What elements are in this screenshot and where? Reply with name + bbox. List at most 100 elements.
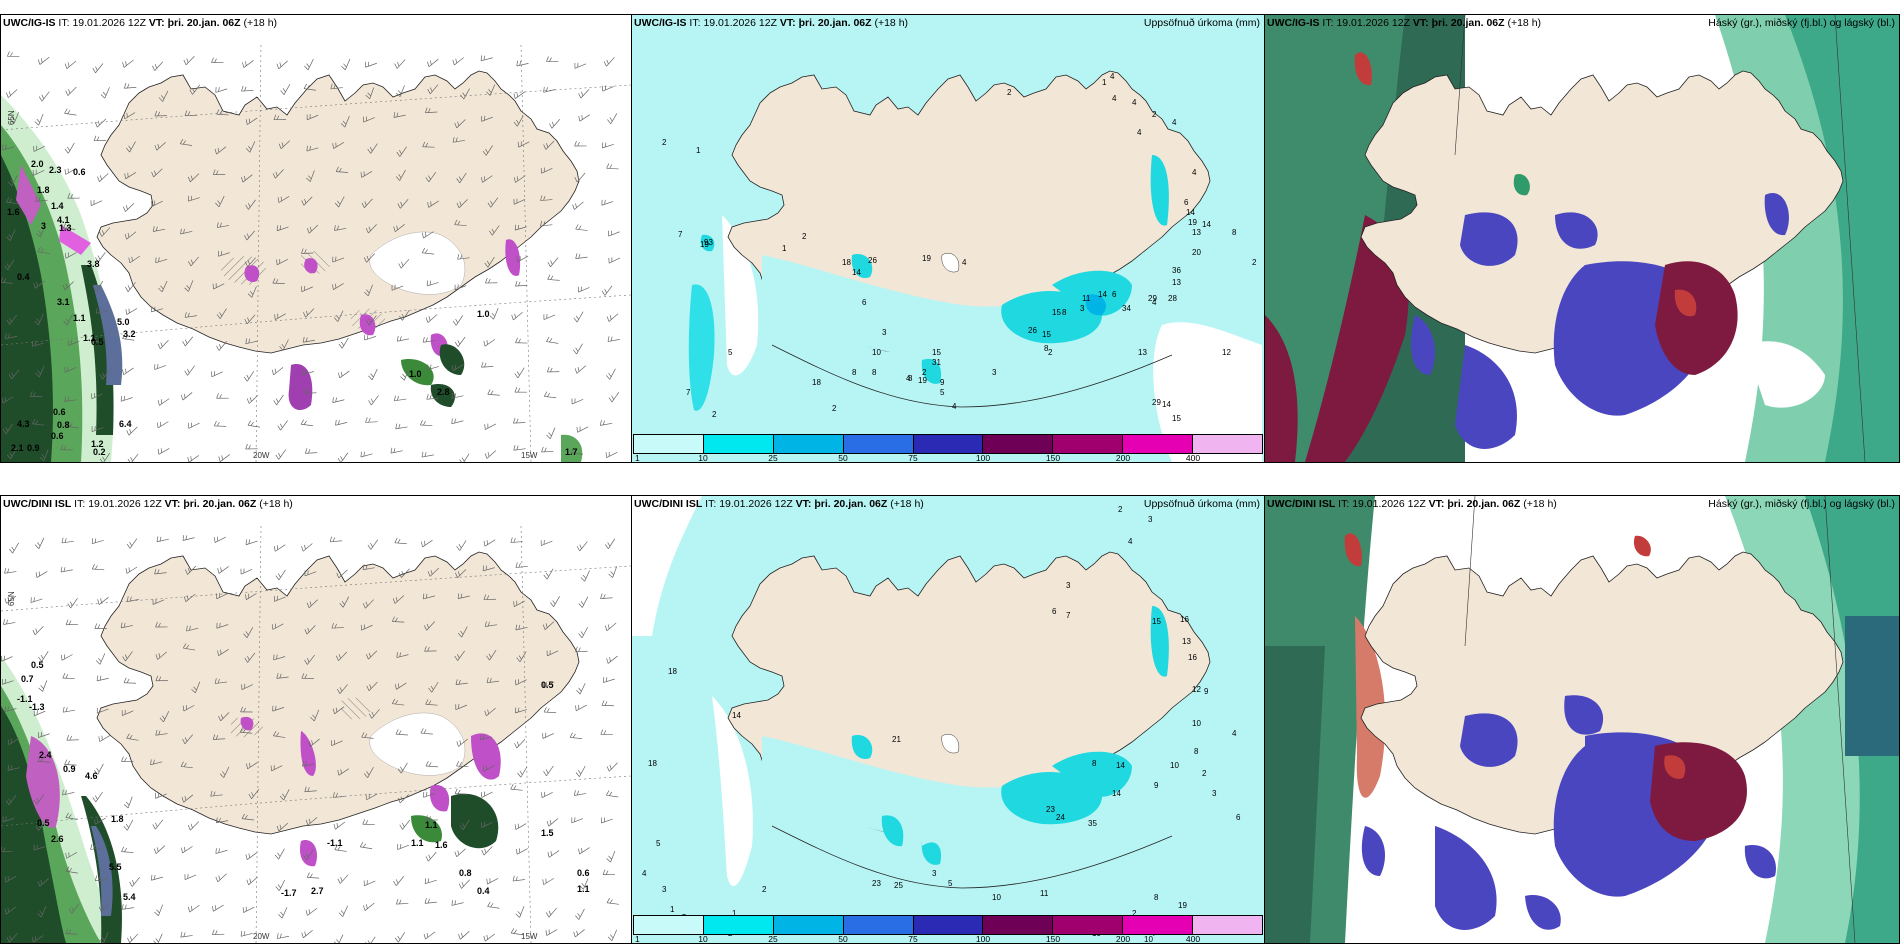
value-label: 3.2 — [123, 329, 136, 339]
value-label: 6 — [1236, 813, 1241, 822]
value-label: 1.6 — [7, 207, 20, 217]
value-label: 10 — [1170, 761, 1179, 770]
value-label: 4.1 — [57, 215, 70, 225]
value-label: 1.3 — [59, 223, 72, 233]
value-label: 5 — [948, 879, 953, 888]
value-label: 4.6 — [85, 771, 98, 781]
value-label: 3 — [1066, 581, 1071, 590]
legend-swatch — [1123, 916, 1194, 934]
value-label: 4 — [1152, 298, 1157, 307]
value-label: 4 — [1232, 729, 1237, 738]
value-label: 4 — [1110, 72, 1115, 81]
value-label: 8 — [1194, 747, 1199, 756]
panel-variable-label: Uppsöfnuð úrkoma (mm) — [1143, 17, 1260, 29]
legend-tick-label: 150 — [1045, 453, 1061, 463]
value-label: 0.8 — [459, 868, 472, 878]
value-label: 5.0 — [117, 317, 130, 327]
value-label: 2 — [762, 885, 767, 894]
value-label: 7 — [678, 230, 683, 239]
legend-swatch — [983, 916, 1054, 934]
cloud-cover-map — [1265, 496, 1899, 943]
value-label: 3 — [1080, 304, 1085, 313]
value-label: 4.3 — [17, 419, 30, 429]
value-label: 4 — [642, 869, 647, 878]
legend-swatch — [1193, 435, 1263, 453]
value-label: 11 — [1040, 889, 1049, 898]
value-label: 1.1 — [411, 838, 424, 848]
lon-label-20w: 20W — [253, 451, 270, 460]
value-label: 34 — [1122, 304, 1131, 313]
temperature-labels: 2.02.3 0.61.81.44.11.333.80.41.1 5.01.10.5… — [7, 159, 578, 457]
value-label: 2 — [832, 404, 837, 413]
map-panel-bottom-right: UWC/DINI ISL IT: 19.01.2026 12Z VT: þri.… — [1264, 495, 1900, 944]
temperature-labels: 0.50.7-1.1-1.32.40.94.61.80.52.65.55.41.… — [17, 660, 590, 902]
value-label: -1.1 — [17, 694, 33, 704]
value-label: 14 — [1112, 789, 1121, 798]
value-label: 1.6 — [435, 840, 448, 850]
value-label: 93 — [704, 238, 713, 247]
value-label: 18 — [812, 378, 821, 387]
value-label: 14 — [852, 268, 861, 277]
legend-swatch — [634, 916, 704, 934]
value-label: 0.6 — [577, 868, 590, 878]
panel-variable-label: Uppsöfnuð úrkoma (mm) — [1143, 498, 1260, 510]
legend-swatch — [913, 916, 984, 934]
value-label: 3 — [1212, 789, 1217, 798]
value-label: 3 — [41, 221, 46, 231]
value-label: 2.7 — [311, 886, 324, 896]
legend-swatch — [1053, 916, 1124, 934]
legend-swatch — [634, 435, 704, 453]
value-label: 8 — [1232, 228, 1237, 237]
value-label: 0.5 — [541, 680, 554, 690]
value-label: 8 — [1062, 308, 1067, 317]
legend-swatch — [1193, 916, 1263, 934]
value-label: 1.1 — [73, 313, 86, 323]
panel-title: UWC/IG-IS IT: 19.01.2026 12Z VT: þri. 20… — [3, 17, 278, 29]
value-label: 8 — [1154, 893, 1159, 902]
lon-label-20w: 20W — [253, 932, 270, 941]
legend-tick-label: 75 — [908, 453, 918, 463]
value-label: 1.5 — [541, 828, 554, 838]
legend-tick-label: 150 — [1045, 934, 1061, 944]
value-label: 0.5 — [31, 660, 44, 670]
value-label: 1 — [1102, 78, 1107, 87]
value-label: 15 — [1172, 414, 1181, 423]
value-label: 2 — [712, 410, 717, 419]
value-label: 1.0 — [409, 369, 422, 379]
value-label: 12 — [1222, 348, 1231, 357]
value-label: 18 — [842, 258, 851, 267]
legend-tick-label: 100 — [975, 453, 991, 463]
legend-tick-label: 400 — [1185, 934, 1201, 944]
value-label: 15 — [932, 348, 941, 357]
legend-swatch — [913, 435, 984, 453]
value-label: 5 — [940, 388, 945, 397]
legend-tick-label: 200 — [1115, 934, 1131, 944]
value-label: 0.6 — [53, 407, 66, 417]
value-label: 5 — [728, 348, 733, 357]
value-label: 8 — [908, 374, 913, 383]
legend-tick-label: 50 — [838, 453, 848, 463]
legend-tick-label: 10 — [698, 934, 708, 944]
legend-swatch — [703, 916, 774, 934]
value-label: 1 — [732, 909, 737, 918]
value-label: 14 — [1098, 290, 1107, 299]
legend-swatch — [843, 916, 914, 934]
lon-label-15w: 15W — [521, 451, 538, 460]
value-label: -1.1 — [327, 838, 343, 848]
value-label: 6 — [1112, 290, 1117, 299]
value-label: 10 — [992, 893, 1001, 902]
value-label: 16 — [1180, 615, 1189, 624]
value-label: 3.8 — [87, 259, 100, 269]
map-panel-bottom-middle: 2 3 4 3 6 7 16 15 13 16 12 9 10 4 8 2 3 18 14 21 10 9 6 18 14 8 14… — [631, 495, 1265, 944]
value-label: 18 — [668, 667, 677, 676]
map-panel-bottom-left: 0.5 0.7 -1.1 -1.3 2.4 0.9 4.6 1.8 0.5 2.6 5.5 5.4 1.… — [0, 495, 632, 944]
value-label: 1.7 — [565, 447, 578, 457]
value-label: 4 — [1192, 168, 1197, 177]
value-label: 1 — [782, 244, 787, 253]
value-label: 15 — [1152, 617, 1161, 626]
value-label: 2.4 — [39, 750, 52, 760]
value-label: 10 — [872, 348, 881, 357]
value-label: 3 — [932, 869, 937, 878]
